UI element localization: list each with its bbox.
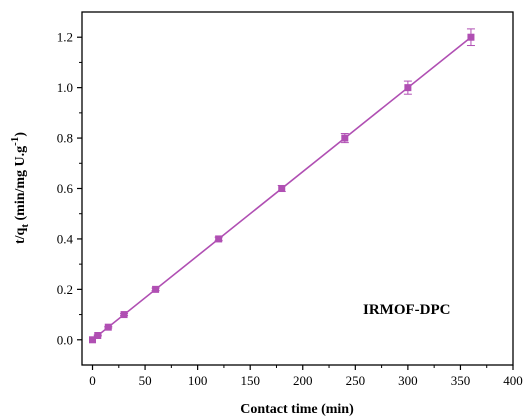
y-tick-label: 1.0: [57, 80, 73, 95]
y-tick-label: 0.6: [57, 181, 74, 196]
data-point: [89, 336, 97, 344]
y-axis-ticks: 0.0 0.2 0.4 0.6 0.8 1.0 1.2: [57, 30, 82, 347]
data-point: [467, 33, 475, 41]
data-point: [152, 285, 160, 293]
series-layer: [89, 28, 475, 344]
y-tick-label: 0.0: [57, 332, 73, 347]
x-tick-label: 250: [346, 373, 366, 388]
annotation-label: IRMOF-DPC: [363, 302, 450, 318]
x-axis-title: Contact time (min): [240, 402, 354, 417]
data-point: [104, 323, 112, 331]
data-point: [278, 185, 286, 192]
data-point: [120, 311, 128, 319]
data-point: [341, 134, 349, 142]
x-tick-label: 300: [398, 373, 418, 388]
x-tick-label: 50: [139, 373, 152, 388]
x-tick-label: 350: [451, 373, 471, 388]
y-tick-label: 0.2: [57, 282, 73, 297]
x-tick-label: 0: [89, 373, 96, 388]
x-tick-label: 100: [188, 373, 208, 388]
data-point: [94, 331, 102, 339]
y-axis-title: t/qt (min/mg U.g-1): [9, 132, 31, 244]
x-axis-ticks: 0 50 100 150 200 250 300 350 400: [89, 365, 523, 388]
y-tick-label: 0.4: [57, 231, 74, 246]
y-tick-label: 0.8: [57, 131, 73, 146]
data-point: [404, 84, 412, 92]
y-tick-label: 1.2: [57, 30, 73, 45]
x-tick-label: 200: [293, 373, 313, 388]
x-tick-label: 400: [503, 373, 523, 388]
data-point: [215, 235, 223, 243]
x-tick-label: 150: [240, 373, 260, 388]
